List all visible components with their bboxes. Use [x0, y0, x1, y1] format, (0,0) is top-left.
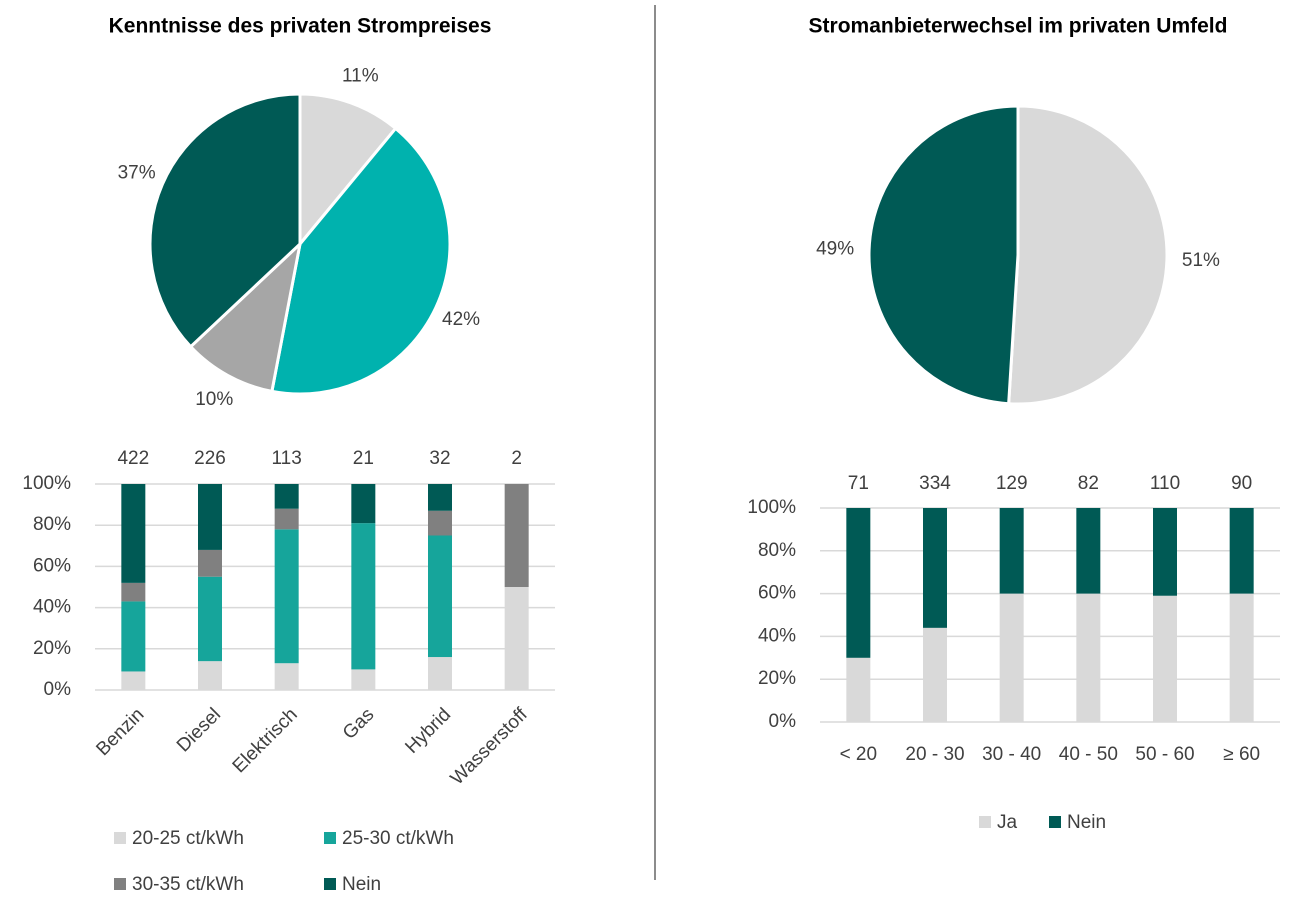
- legend-swatch: [114, 878, 126, 890]
- bar-segment: [198, 484, 222, 550]
- x-tick-label: 40 - 50: [1059, 744, 1118, 765]
- legend-swatch: [324, 832, 336, 844]
- pie-slice: [148, 92, 302, 349]
- bar-segment: [198, 549, 222, 577]
- y-tick-label: 20%: [33, 638, 71, 659]
- bar-segment: [1153, 508, 1177, 596]
- x-tick-label: 30 - 40: [982, 744, 1041, 765]
- pie-label: 42%: [442, 309, 480, 330]
- bar-segment: [1229, 593, 1254, 722]
- x-tick-label: Benzin: [92, 704, 148, 760]
- y-tick-label: 20%: [758, 668, 796, 689]
- x-tick-label: Gas: [339, 704, 378, 743]
- bar-total: 334: [919, 473, 951, 494]
- x-tick-label: Wasserstoff: [447, 704, 533, 790]
- bar-total: 129: [996, 473, 1028, 494]
- y-tick-label: 0%: [44, 679, 72, 700]
- bar-total: 21: [353, 448, 374, 469]
- bar-segment: [428, 484, 452, 511]
- x-tick-label: Diesel: [173, 704, 225, 756]
- bar-total: 113: [272, 448, 302, 469]
- bar-segment: [1229, 508, 1254, 594]
- y-tick-label: 40%: [758, 625, 796, 646]
- y-tick-label: 100%: [747, 497, 796, 518]
- bar-segment: [1076, 593, 1101, 722]
- bar-total: 32: [429, 448, 450, 469]
- bar-segment: [428, 535, 452, 658]
- pie-label: 49%: [816, 238, 854, 259]
- pie-label: 11%: [342, 66, 379, 87]
- bar-segment: [198, 661, 222, 690]
- bar-total: 82: [1078, 473, 1099, 494]
- x-tick-label: Hybrid: [401, 704, 455, 758]
- bar-segment: [351, 669, 376, 690]
- pie-label: 37%: [118, 162, 156, 183]
- bar-total: 226: [194, 448, 226, 469]
- legend-swatch: [324, 878, 336, 890]
- legend-label: Ja: [997, 812, 1018, 833]
- y-tick-label: 100%: [22, 473, 71, 494]
- bar-segment: [274, 484, 299, 509]
- bar-segment: [1076, 508, 1101, 594]
- bar-segment: [504, 587, 529, 690]
- y-tick-label: 40%: [33, 597, 71, 618]
- bar-segment: [274, 529, 299, 664]
- bar-segment: [121, 601, 146, 672]
- bar-segment: [351, 523, 376, 670]
- bar-segment: [1153, 595, 1177, 722]
- bar-segment: [121, 671, 146, 690]
- y-tick-label: 80%: [33, 514, 71, 535]
- y-tick-label: 0%: [769, 711, 797, 732]
- bar-segment: [198, 576, 222, 662]
- bar-segment: [504, 484, 529, 587]
- chart-title: Stromanbieterwechsel im privaten Umfeld: [809, 15, 1228, 38]
- y-tick-label: 80%: [758, 540, 796, 561]
- x-tick-label: < 20: [840, 744, 878, 765]
- bar-segment: [923, 627, 947, 722]
- bar-total: 422: [117, 448, 149, 469]
- x-tick-label: 50 - 60: [1135, 744, 1194, 765]
- legend-label: Nein: [342, 874, 381, 895]
- bar-total: 71: [848, 473, 869, 494]
- legend-swatch: [1049, 816, 1061, 828]
- chart-title: Kenntnisse des privaten Strompreises: [109, 15, 492, 38]
- bar-segment: [846, 508, 871, 658]
- bar-total: 2: [511, 448, 522, 469]
- pie-slice: [188, 239, 303, 394]
- bar-segment: [846, 657, 871, 722]
- bar-segment: [274, 663, 299, 690]
- bar-total: 90: [1231, 473, 1252, 494]
- pie-slice: [1007, 104, 1169, 406]
- y-tick-label: 60%: [758, 583, 796, 604]
- bar-segment: [999, 508, 1024, 594]
- legend-swatch: [114, 832, 126, 844]
- legend-label: 25-30 ct/kWh: [342, 828, 454, 849]
- legend-label: 30-35 ct/kWh: [132, 874, 244, 895]
- legend-label: Nein: [1067, 812, 1106, 833]
- bar-total: 110: [1150, 473, 1180, 494]
- legend-label: 20-25 ct/kWh: [132, 828, 244, 849]
- x-tick-label: 20 - 30: [905, 744, 964, 765]
- pie-label: 51%: [1182, 250, 1220, 271]
- legend-swatch: [979, 816, 991, 828]
- pie-slice: [270, 126, 452, 396]
- bar-segment: [428, 510, 452, 536]
- x-tick-label: Elektrisch: [229, 704, 302, 777]
- x-tick-label: ≥ 60: [1223, 744, 1260, 765]
- bar-segment: [121, 582, 146, 602]
- bar-segment: [428, 657, 452, 690]
- pie-slice: [298, 92, 398, 249]
- bar-segment: [999, 593, 1024, 722]
- bar-segment: [923, 508, 947, 628]
- bar-segment: [351, 484, 376, 524]
- bar-segment: [274, 508, 299, 530]
- y-tick-label: 60%: [33, 555, 71, 576]
- bar-segment: [121, 484, 146, 583]
- pie-label: 10%: [195, 389, 233, 410]
- pie-slice: [867, 104, 1020, 406]
